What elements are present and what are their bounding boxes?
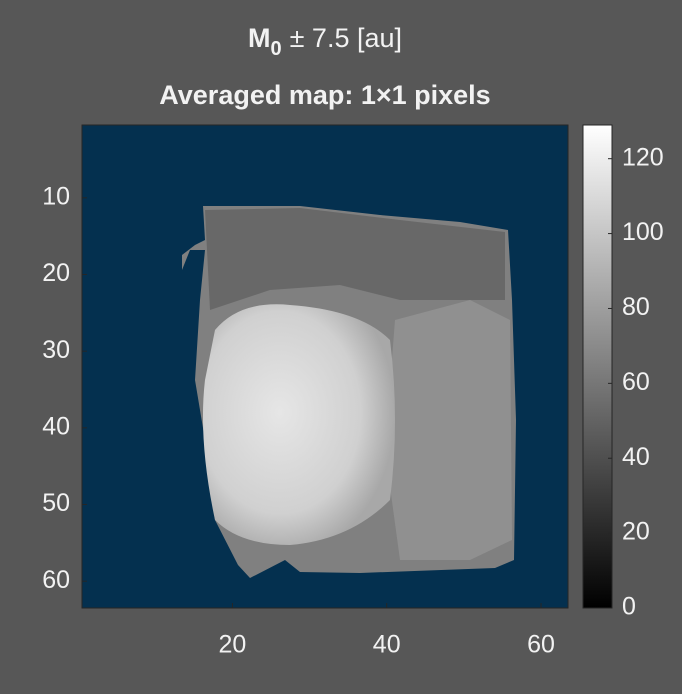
- title-symbol: M: [248, 23, 271, 53]
- x-tick-label: 40: [373, 631, 401, 659]
- axes-frame: [81, 124, 569, 609]
- y-tick-label: 40: [42, 412, 70, 440]
- image-content: [182, 206, 516, 578]
- colorbar-tick-label: 60: [622, 368, 650, 396]
- colorbar-tick-label: 0: [622, 593, 636, 621]
- colorbar-tick-label: 40: [622, 443, 650, 471]
- y-tick-label: 50: [42, 489, 70, 517]
- colorbar-tick-label: 120: [622, 143, 664, 171]
- tissue-right: [385, 300, 512, 560]
- y-tick-label: 10: [42, 182, 70, 210]
- colorbar-tick-label: 20: [622, 518, 650, 546]
- x-tick-label: 20: [219, 631, 247, 659]
- y-tick-label: 20: [42, 259, 70, 287]
- chart-title: M0 ± 7.5 [au]: [248, 23, 402, 60]
- y-tick-label: 60: [42, 566, 70, 594]
- chart-subtitle: Averaged map: 1×1 pixels: [159, 80, 490, 110]
- colorbar: [582, 124, 613, 609]
- colorbar-tick-label: 100: [622, 218, 664, 246]
- bright-region: [202, 304, 395, 545]
- title-subscript: 0: [270, 38, 281, 60]
- tissue-upper: [205, 208, 505, 310]
- x-tick-label: 60: [527, 631, 555, 659]
- title-rest: ± 7.5 [au]: [290, 23, 402, 53]
- axes: 20 40 60 10 20 30 40 50 60 0 20 40 60 80 100 120: [42, 124, 664, 659]
- colorbar-tick-label: 80: [622, 293, 650, 321]
- y-tick-label: 30: [42, 336, 70, 364]
